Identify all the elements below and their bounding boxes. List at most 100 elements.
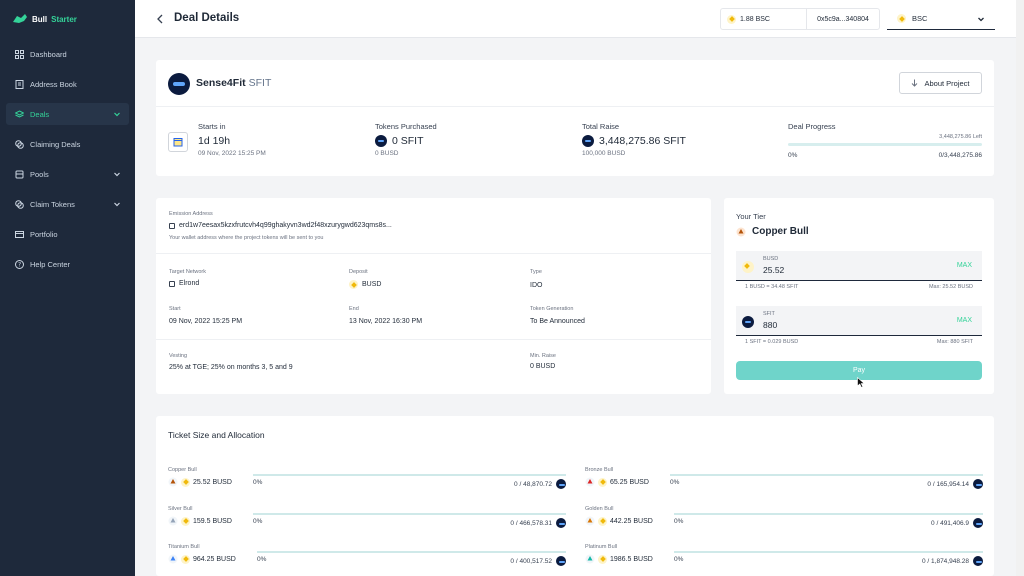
- deposit-value: BUSD: [362, 281, 382, 288]
- ticket-item: Bronze Bull 65.25 BUSD 0% 0 / 165,954.14: [585, 467, 987, 495]
- busd-coin-icon: [598, 516, 607, 526]
- elrond-icon: [169, 280, 175, 287]
- ticket-section-title: Ticket Size and Allocation: [168, 430, 265, 440]
- end-value: 13 Nov, 2022 16:30 PM: [349, 318, 423, 325]
- ticket-amount-row: 159.5 BUSD: [168, 516, 232, 526]
- ticket-cap: 0 / 491,406.9: [931, 519, 969, 527]
- sidebar-item-address-book[interactable]: Address Book: [6, 73, 129, 95]
- ticket-item: Platinum Bull 1986.5 BUSD 0% 0 / 1,874,948.…: [585, 544, 987, 572]
- emission-address-label: Emission Address: [169, 211, 213, 217]
- target-network-value: Elrond: [179, 280, 200, 287]
- sfit-amount-input[interactable]: SFIT 880 MAX: [736, 306, 982, 336]
- sidebar-item-dashboard[interactable]: Dashboard: [6, 43, 129, 65]
- ticket-amount-row: 1986.5 BUSD: [585, 554, 653, 564]
- sfit-coin-icon: [375, 135, 387, 147]
- sfit-input-value[interactable]: 880: [763, 320, 778, 330]
- balance-text: 1.88 BSC: [740, 15, 770, 23]
- pay-button[interactable]: Pay: [736, 361, 982, 380]
- deal-progress-row: 0% 0/3,448,275.86: [788, 152, 982, 159]
- sidebar-item-pools[interactable]: Pools: [6, 163, 129, 185]
- starts-in-date: 09 Nov, 2022 15:25 PM: [198, 150, 266, 157]
- starts-in-stat: Starts in 1d 19h 09 Nov, 2022 15:25 PM: [198, 122, 266, 157]
- about-project-button[interactable]: About Project: [899, 72, 982, 94]
- bull-tier-icon: [168, 554, 178, 564]
- ticket-amount: 1986.5 BUSD: [610, 555, 653, 563]
- about-project-label: About Project: [924, 78, 970, 88]
- sidebar-item-label: Portfolio: [30, 229, 58, 239]
- help-icon: ?: [14, 259, 24, 269]
- cube-icon: [14, 169, 24, 179]
- sfit-coin-icon: [556, 518, 566, 528]
- sfit-rate: 1 SFIT = 0.029 BUSD: [745, 339, 799, 345]
- sidebar-nav: Dashboard Address Book Deals Claiming De…: [6, 43, 129, 283]
- calendar-icon: [168, 132, 188, 152]
- tokens-purchased-sub: 0 BUSD: [375, 150, 399, 157]
- sidebar-item-claiming-deals[interactable]: Claiming Deals: [6, 133, 129, 155]
- ticket-amount: 65.25 BUSD: [610, 478, 649, 486]
- ticket-progress-pct: 0%: [674, 518, 684, 525]
- total-raise-value: 3,448,275.86 SFIT: [599, 135, 686, 147]
- ticket-item: Copper Bull 25.52 BUSD 0% 0 / 48,870.72: [168, 467, 570, 495]
- vesting-label: Vesting: [169, 353, 188, 359]
- end-label: End: [349, 306, 359, 312]
- sfit-coin-icon: [742, 316, 754, 328]
- ticket-amount-row: 25.52 BUSD: [168, 477, 232, 487]
- busd-coin-icon: [181, 477, 190, 487]
- ticket-amount-row: 442.25 BUSD: [585, 516, 653, 526]
- sidebar-item-label: Claim Tokens: [30, 199, 75, 209]
- network-select[interactable]: BSC: [887, 8, 995, 30]
- ticket-cap-row: 0 / 165,954.14: [927, 479, 983, 489]
- sidebar-item-deals[interactable]: Deals: [6, 103, 129, 125]
- sfit-coin-icon: [973, 518, 983, 528]
- emission-address-value: erd1w7eesax5kzxfrutcvh4q99ghakyvn3wd2f48…: [179, 222, 392, 229]
- svg-text:?: ?: [18, 261, 21, 268]
- start-value: 09 Nov, 2022 15:25 PM: [169, 318, 243, 325]
- mouse-cursor-icon: [857, 377, 865, 388]
- emission-address-row[interactable]: erd1w7eesax5kzxfrutcvh4q99ghakyvn3wd2f48…: [169, 222, 392, 229]
- ticket-progress-pct: 0%: [253, 479, 263, 486]
- starts-in-value: 1d 19h: [198, 135, 231, 147]
- bull-tier-icon: [585, 554, 595, 564]
- deal-progress-ratio: 0/3,448,275.86: [938, 152, 982, 159]
- ticket-cap-row: 0 / 491,406.9: [931, 518, 983, 528]
- ticket-cap-row: 0 / 48,870.72: [514, 479, 566, 489]
- busd-amount-input[interactable]: BUSD 25.52 MAX: [736, 251, 982, 281]
- sfit-max-button[interactable]: MAX: [956, 317, 972, 324]
- busd-coin-icon: [598, 554, 607, 564]
- sidebar-item-label: Help Center: [30, 259, 71, 269]
- ticket-item: Golden Bull 442.25 BUSD 0% 0 / 491,406.9: [585, 506, 987, 534]
- chevron-left-icon[interactable]: [155, 13, 165, 25]
- sidebar-item-portfolio[interactable]: Portfolio: [6, 223, 129, 245]
- ticket-cap-row: 0 / 466,578.31: [510, 518, 566, 528]
- bnb-coin-icon: [897, 14, 906, 23]
- book-icon: [14, 79, 24, 89]
- sidebar-item-claim-tokens[interactable]: Claim Tokens: [6, 193, 129, 215]
- copy-icon[interactable]: [169, 222, 175, 229]
- starts-in-label: Starts in: [198, 122, 226, 131]
- sfit-coin-icon: [556, 479, 566, 489]
- tokens-purchased-value: 0 SFIT: [392, 135, 424, 147]
- ticket-progress-bar: [674, 551, 983, 553]
- ticket-tier-name: Titanium Bull: [168, 544, 200, 550]
- wallet-widget[interactable]: 1.88 BSC 0x5c9a...340804: [720, 8, 880, 30]
- busd-max-button[interactable]: MAX: [956, 262, 972, 269]
- sidebar-item-label: Address Book: [30, 79, 77, 89]
- project-name: Sense4Fit: [196, 77, 246, 89]
- ticket-progress-pct: 0%: [257, 556, 267, 563]
- page-title: Deal Details: [174, 12, 240, 24]
- ticket-tier-name: Bronze Bull: [585, 467, 614, 473]
- wallet-address[interactable]: 0x5c9a...340804: [817, 15, 869, 23]
- tier-name-row: Copper Bull: [736, 226, 809, 237]
- ticket-progress-bar: [670, 474, 983, 476]
- sfit-input-note: 1 SFIT = 0.029 BUSD Max: 880 SFIT: [745, 339, 973, 345]
- busd-input-value[interactable]: 25.52: [763, 265, 785, 275]
- coins-icon: [14, 139, 24, 149]
- scrollbar[interactable]: [1016, 0, 1024, 576]
- ticket-tier-name: Golden Bull: [585, 506, 614, 512]
- tokens-purchased-stat: Tokens Purchased 0 SFIT 0 BUSD: [375, 122, 437, 157]
- sidebar-item-help-center[interactable]: ? Help Center: [6, 253, 129, 275]
- app-logo[interactable]: Bull Starter: [12, 12, 77, 26]
- target-network-row: Elrond: [169, 280, 199, 287]
- total-raise-row: 3,448,275.86 SFIT: [582, 135, 686, 147]
- ticket-progress-bar: [253, 474, 566, 476]
